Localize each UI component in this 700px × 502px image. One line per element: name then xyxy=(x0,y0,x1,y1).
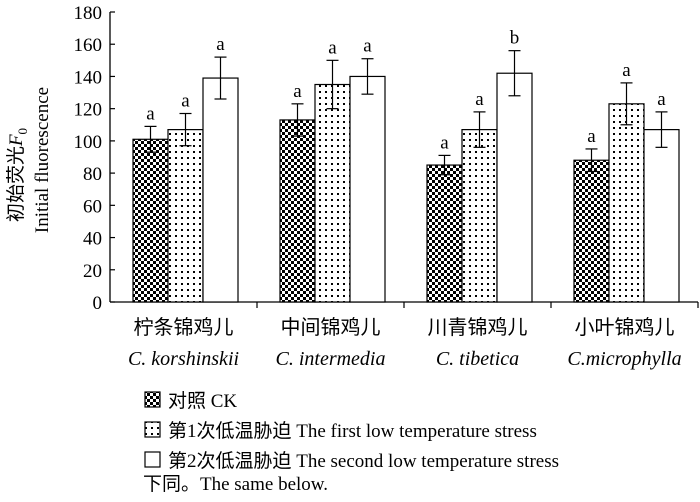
bar xyxy=(573,159,610,303)
axes: 0 20 40 60 80 100 120 140 160 180 xyxy=(74,3,699,314)
bar xyxy=(643,129,680,303)
bar xyxy=(132,138,169,303)
category-label-cn: 川青锦鸡儿 xyxy=(428,316,528,339)
significance-letter: a xyxy=(181,91,190,112)
y-tick-label: 160 xyxy=(74,35,103,56)
y-tick-label: 80 xyxy=(83,164,102,185)
significance-letter: a xyxy=(587,126,596,147)
legend-swatch xyxy=(144,421,161,438)
y-axis-label-en: Initial fluorescence xyxy=(32,87,53,233)
significance-letter: a xyxy=(363,36,372,57)
y-tick-label: 180 xyxy=(74,3,103,24)
legend-swatch xyxy=(144,451,161,468)
significance-letter: b xyxy=(510,28,520,49)
significance-letter: a xyxy=(657,89,666,110)
bar xyxy=(314,83,351,303)
bars-group: a a a a a a a a b a a a xyxy=(132,28,680,303)
bar xyxy=(167,129,204,303)
category-labels: 柠条锦鸡儿 C. korshinskii 中间锦鸡儿 C. intermedia 川青锦… xyxy=(128,316,682,370)
legend-label: 对照 CK xyxy=(168,390,237,412)
note-text: 下同。The same below. xyxy=(143,474,328,495)
significance-letter: a xyxy=(440,132,449,153)
category-label-latin: C. intermedia xyxy=(276,348,386,370)
bar xyxy=(349,75,386,303)
bar xyxy=(426,164,463,303)
y-tick-label: 0 xyxy=(93,293,103,314)
significance-letter: a xyxy=(475,89,484,110)
bar xyxy=(608,103,645,303)
y-tick-label: 100 xyxy=(74,132,103,153)
category-label-latin: C. tibetica xyxy=(436,348,519,370)
bar xyxy=(202,77,239,303)
y-tick-label: 120 xyxy=(74,100,103,121)
category-label-cn: 柠条锦鸡儿 xyxy=(134,316,234,339)
legend-label: 第2次低温胁迫 The second low temperature stres… xyxy=(168,450,559,472)
significance-letter: a xyxy=(216,34,225,55)
bar xyxy=(279,119,316,303)
significance-letter: a xyxy=(293,81,302,102)
y-tick-label: 60 xyxy=(83,196,102,217)
significance-letter: a xyxy=(328,37,337,58)
legend-swatch xyxy=(144,391,161,408)
legend-label: 第1次低温胁迫 The first low temperature stress xyxy=(168,420,537,442)
significance-letter: a xyxy=(622,60,631,81)
y-axis-label-cn: 初始荧光F0 xyxy=(5,128,30,222)
category-label-latin: C.microphylla xyxy=(567,348,681,370)
y-tick-label: 20 xyxy=(83,261,102,282)
bar xyxy=(461,129,498,303)
category-label-cn: 小叶锦鸡儿 xyxy=(575,316,675,339)
y-tick-label: 40 xyxy=(83,229,102,250)
y-tick-label: 140 xyxy=(74,67,103,88)
legend: 对照 CK 第1次低温胁迫 The first low temperature s… xyxy=(144,390,559,472)
significance-letter: a xyxy=(146,103,155,124)
category-label-cn: 中间锦鸡儿 xyxy=(281,316,381,339)
category-label-latin: C. korshinskii xyxy=(128,348,239,370)
bar xyxy=(496,72,533,303)
